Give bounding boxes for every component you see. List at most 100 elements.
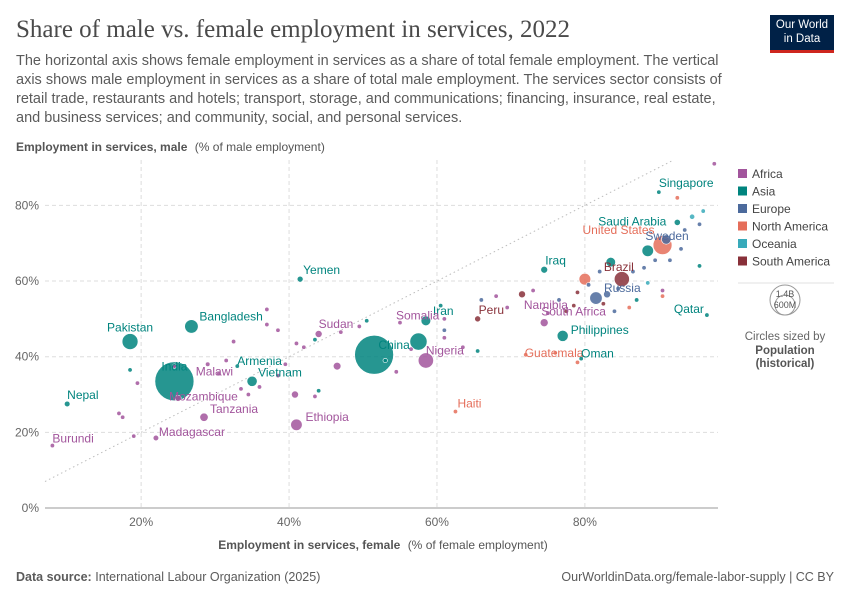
data-point[interactable]	[312, 393, 318, 399]
data-point[interactable]	[356, 323, 362, 329]
data-point[interactable]	[134, 380, 140, 386]
data-point[interactable]	[64, 400, 71, 408]
data-point[interactable]	[154, 361, 195, 402]
data-point[interactable]	[493, 293, 499, 299]
data-point[interactable]	[673, 219, 681, 226]
data-point[interactable]	[641, 265, 647, 271]
legend-entry[interactable]: South America	[752, 255, 830, 269]
data-point[interactable]	[231, 339, 237, 345]
data-point[interactable]	[556, 297, 562, 303]
data-point[interactable]	[120, 414, 126, 420]
data-point[interactable]	[441, 327, 447, 333]
legend-entry[interactable]: Oceania	[752, 237, 797, 251]
data-point[interactable]	[700, 208, 706, 214]
data-point[interactable]	[452, 409, 458, 415]
legend-entry[interactable]: Europe	[752, 202, 791, 216]
data-point[interactable]	[682, 227, 688, 233]
data-point[interactable]	[571, 303, 577, 309]
legend-entry[interactable]: North America	[752, 220, 828, 234]
data-point[interactable]	[238, 386, 244, 392]
data-point[interactable]	[338, 329, 344, 335]
data-point[interactable]	[397, 320, 403, 326]
data-point[interactable]	[409, 332, 428, 351]
data-point[interactable]	[441, 335, 447, 341]
data-point[interactable]	[540, 265, 548, 274]
data-point[interactable]	[689, 213, 696, 220]
data-point[interactable]	[291, 390, 299, 399]
data-point[interactable]	[615, 286, 621, 292]
data-point[interactable]	[441, 316, 447, 322]
data-point[interactable]	[256, 384, 262, 390]
data-point[interactable]	[630, 269, 636, 275]
data-point[interactable]	[504, 305, 510, 311]
data-point[interactable]	[275, 327, 281, 333]
data-point[interactable]	[634, 297, 640, 303]
data-point[interactable]	[199, 412, 209, 422]
data-point[interactable]	[530, 287, 536, 293]
legend-entry[interactable]: Asia	[752, 185, 776, 199]
data-point[interactable]	[49, 443, 55, 449]
data-point[interactable]	[641, 244, 654, 257]
footer-url-link[interactable]: OurWorldinData.org/female-labor-supply |…	[561, 570, 834, 584]
data-point[interactable]	[246, 375, 258, 387]
data-point[interactable]	[127, 367, 133, 373]
data-point[interactable]	[264, 322, 270, 328]
data-point[interactable]	[545, 310, 551, 316]
data-point[interactable]	[474, 315, 481, 323]
data-point[interactable]	[184, 319, 199, 334]
data-point[interactable]	[704, 312, 710, 318]
data-point[interactable]	[312, 337, 318, 343]
data-point[interactable]	[301, 344, 307, 350]
data-point[interactable]	[275, 373, 281, 379]
data-point[interactable]	[603, 290, 611, 299]
data-point[interactable]	[674, 195, 680, 201]
data-point[interactable]	[586, 282, 592, 288]
data-point[interactable]	[597, 269, 603, 275]
data-point[interactable]	[116, 410, 122, 416]
data-point[interactable]	[174, 394, 182, 402]
data-point[interactable]	[661, 234, 672, 245]
data-point[interactable]	[660, 287, 666, 293]
data-point[interactable]	[660, 293, 666, 299]
data-point[interactable]	[282, 361, 288, 367]
data-point[interactable]	[589, 291, 603, 305]
data-point[interactable]	[293, 340, 299, 346]
data-point[interactable]	[574, 289, 580, 295]
data-point[interactable]	[523, 352, 529, 358]
legend-entry[interactable]: Africa	[752, 167, 783, 181]
data-point[interactable]	[152, 434, 160, 442]
data-point[interactable]	[393, 369, 399, 375]
data-point[interactable]	[121, 333, 139, 350]
data-point[interactable]	[264, 306, 270, 312]
data-point[interactable]	[332, 362, 342, 371]
data-point[interactable]	[626, 305, 632, 311]
data-point[interactable]	[460, 344, 466, 350]
data-point[interactable]	[475, 348, 481, 354]
data-point[interactable]	[605, 257, 616, 268]
data-point[interactable]	[290, 418, 303, 431]
data-point[interactable]	[613, 271, 630, 288]
data-point[interactable]	[697, 221, 703, 227]
data-point[interactable]	[578, 272, 592, 286]
owid-logo[interactable]: Our World in Data	[770, 15, 834, 53]
data-point[interactable]	[478, 297, 484, 303]
data-point[interactable]	[667, 257, 673, 263]
data-point[interactable]	[382, 357, 388, 363]
data-point[interactable]	[314, 330, 323, 338]
data-point[interactable]	[417, 352, 434, 369]
data-point[interactable]	[518, 290, 526, 299]
data-point[interactable]	[438, 303, 444, 309]
data-point[interactable]	[678, 246, 684, 252]
data-point[interactable]	[354, 335, 394, 375]
data-point[interactable]	[223, 357, 229, 363]
data-point[interactable]	[245, 392, 251, 398]
data-point[interactable]	[131, 433, 137, 439]
data-point[interactable]	[574, 359, 580, 365]
data-point[interactable]	[316, 388, 322, 394]
data-point[interactable]	[697, 263, 703, 269]
data-point[interactable]	[578, 356, 584, 362]
data-point[interactable]	[171, 363, 177, 369]
data-point[interactable]	[205, 361, 211, 367]
data-point[interactable]	[420, 315, 432, 326]
data-point[interactable]	[234, 363, 240, 369]
